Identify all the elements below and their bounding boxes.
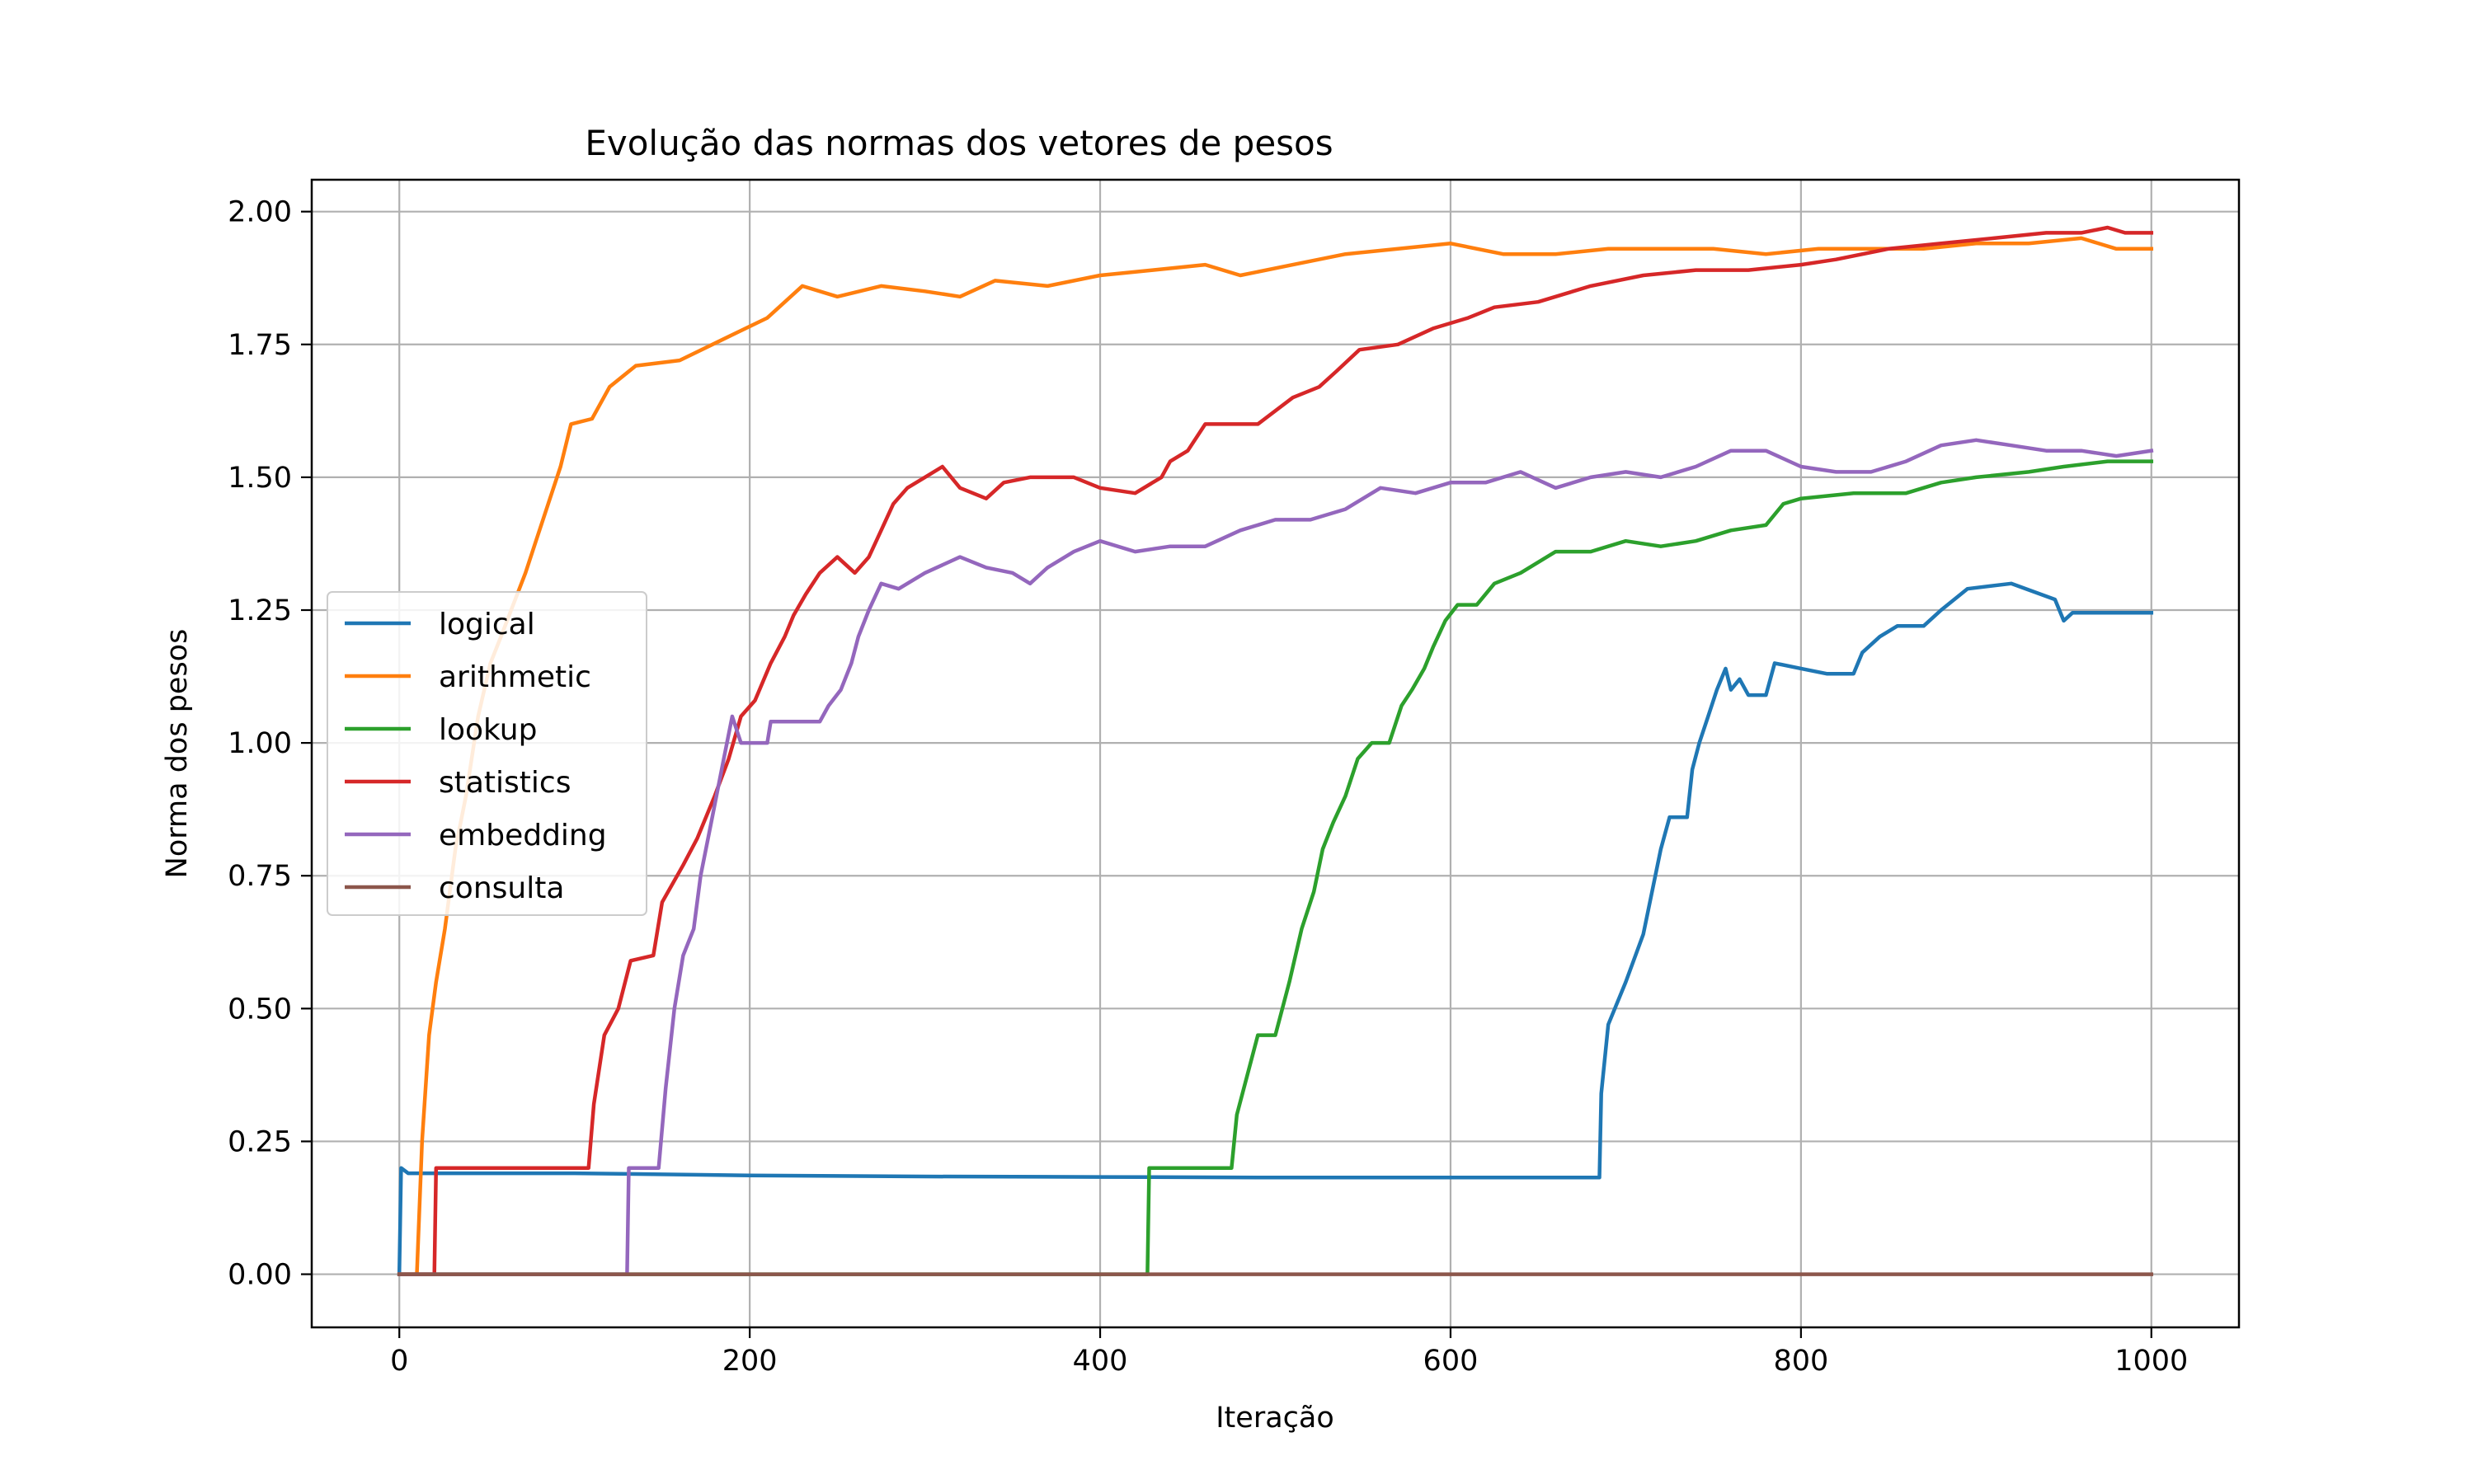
series-line-statistics [397, 225, 2154, 1276]
plot-area-frame [310, 178, 2241, 1329]
x-tick-label: 200 [722, 1345, 778, 1378]
x-tick-label: 1000 [2114, 1345, 2188, 1378]
y-tick-label: 1.75 [228, 329, 292, 362]
grid-lines [312, 180, 2239, 1327]
legend-label-statistics: statistics [439, 766, 571, 800]
y-tick-label: 1.50 [228, 462, 292, 495]
x-axis-label: Iteração [1216, 1402, 1334, 1435]
series-line-lookup [397, 459, 2154, 1276]
legend-label-consulta: consulta [439, 871, 564, 905]
y-tick-label: 2.00 [228, 196, 292, 229]
series-layer [397, 225, 2154, 1276]
x-tick-label: 0 [390, 1345, 408, 1378]
legend: logical arithmetic lookup statistics embeddi… [327, 591, 647, 916]
legend-label-logical: logical [439, 608, 535, 641]
y-tick-label: 0.50 [228, 993, 292, 1026]
y-tick-label: 0.00 [228, 1259, 292, 1292]
y-tick-label: 1.25 [228, 594, 292, 627]
series-line-logical [397, 581, 2154, 1276]
y-tick-label: 1.00 [228, 727, 292, 760]
series-line-embedding [397, 438, 2154, 1276]
legend-label-embedding: embedding [439, 819, 607, 852]
y-tick-label: 0.75 [228, 860, 292, 893]
legend-label-lookup: lookup [439, 713, 537, 747]
legend-label-arithmetic: arithmetic [439, 660, 591, 694]
chart-title: Evolução das normas dos vetores de pesos [585, 123, 1333, 163]
y-axis-ticks: 0.00 0.25 0.50 0.75 1.00 1.25 1.50 1.75 2.00 [228, 196, 312, 1292]
y-axis-label: Norma dos pesos [161, 629, 194, 879]
x-tick-label: 800 [1773, 1345, 1828, 1378]
x-tick-label: 600 [1423, 1345, 1479, 1378]
x-axis-ticks: 0 200 400 600 800 1000 [390, 1327, 2188, 1378]
x-tick-label: 400 [1073, 1345, 1128, 1378]
y-tick-label: 0.25 [228, 1125, 292, 1158]
